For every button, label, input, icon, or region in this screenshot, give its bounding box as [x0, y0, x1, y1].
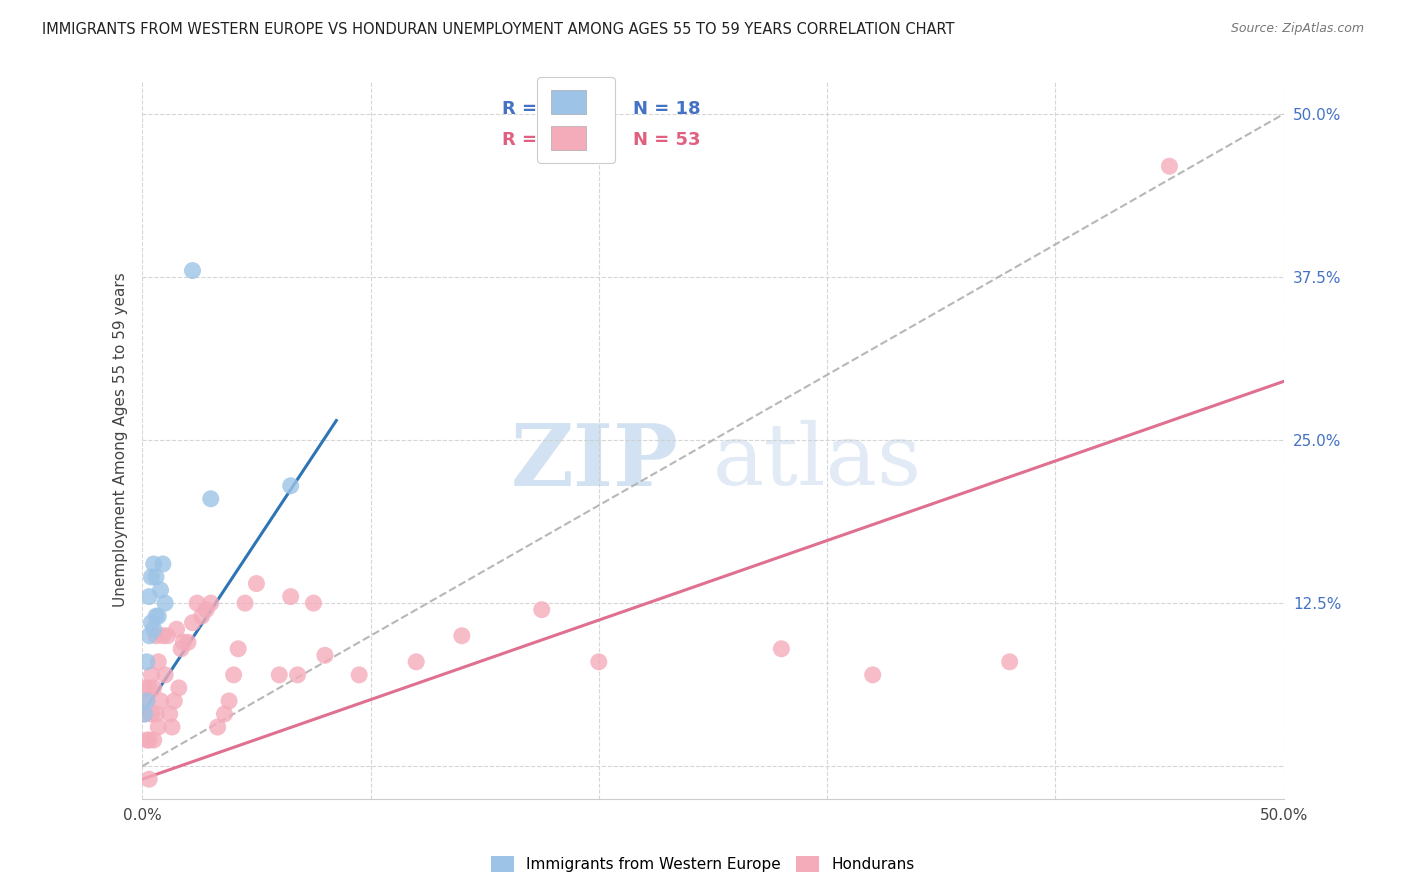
Point — [142, 733, 165, 747]
Point — [280, 479, 302, 493]
Point — [170, 641, 193, 656]
Point — [134, 706, 156, 721]
Point — [152, 629, 174, 643]
Point — [405, 655, 427, 669]
Point — [181, 263, 204, 277]
Point — [138, 590, 160, 604]
Point — [347, 668, 370, 682]
Point — [135, 733, 157, 747]
Point — [588, 655, 610, 669]
Point — [214, 706, 236, 721]
Text: IMMIGRANTS FROM WESTERN EUROPE VS HONDURAN UNEMPLOYMENT AMONG AGES 55 TO 59 YEAR: IMMIGRANTS FROM WESTERN EUROPE VS HONDUR… — [42, 22, 955, 37]
Point — [233, 596, 256, 610]
Point — [138, 772, 160, 787]
Point — [134, 681, 156, 695]
Point — [141, 615, 163, 630]
Point — [172, 635, 194, 649]
Point — [141, 706, 163, 721]
Legend:  ,  : , — [537, 77, 614, 163]
Point — [280, 590, 302, 604]
Point — [167, 681, 190, 695]
Point — [142, 681, 165, 695]
Point — [218, 694, 240, 708]
Point — [145, 629, 167, 643]
Point — [148, 655, 170, 669]
Point — [195, 602, 218, 616]
Point — [222, 668, 245, 682]
Point — [153, 596, 176, 610]
Text: N = 18: N = 18 — [633, 100, 700, 118]
Point — [245, 576, 267, 591]
Point — [141, 668, 163, 682]
Point — [770, 641, 793, 656]
Point — [135, 655, 157, 669]
Point — [149, 583, 172, 598]
Text: R = 0.547: R = 0.547 — [502, 100, 600, 118]
Point — [998, 655, 1021, 669]
Point — [166, 622, 188, 636]
Point — [269, 668, 291, 682]
Point — [186, 596, 208, 610]
Point — [181, 615, 204, 630]
Point — [152, 557, 174, 571]
Point — [207, 720, 229, 734]
Point — [287, 668, 309, 682]
Text: N = 53: N = 53 — [633, 131, 700, 149]
Point — [148, 720, 170, 734]
Point — [200, 491, 222, 506]
Point — [138, 629, 160, 643]
Point — [134, 706, 156, 721]
Point — [142, 557, 165, 571]
Point — [141, 570, 163, 584]
Point — [530, 602, 553, 616]
Point — [200, 596, 222, 610]
Point — [135, 694, 157, 708]
Point — [159, 706, 181, 721]
Point — [190, 609, 212, 624]
Point — [138, 681, 160, 695]
Legend: Immigrants from Western Europe, Hondurans: Immigrants from Western Europe, Honduran… — [484, 848, 922, 880]
Point — [862, 668, 884, 682]
Text: Source: ZipAtlas.com: Source: ZipAtlas.com — [1230, 22, 1364, 36]
Text: ZIP: ZIP — [510, 419, 679, 504]
Point — [226, 641, 249, 656]
Point — [135, 694, 157, 708]
Point — [156, 629, 179, 643]
Point — [302, 596, 325, 610]
Text: atlas: atlas — [713, 420, 922, 503]
Point — [145, 609, 167, 624]
Point — [149, 694, 172, 708]
Point — [148, 609, 170, 624]
Point — [177, 635, 200, 649]
Point — [160, 720, 183, 734]
Point — [145, 570, 167, 584]
Point — [1159, 159, 1181, 173]
Point — [450, 629, 472, 643]
Y-axis label: Unemployment Among Ages 55 to 59 years: Unemployment Among Ages 55 to 59 years — [114, 273, 128, 607]
Point — [163, 694, 186, 708]
Point — [142, 622, 165, 636]
Point — [314, 648, 336, 663]
Text: R = 0.647: R = 0.647 — [502, 131, 600, 149]
Point — [145, 706, 167, 721]
Point — [153, 668, 176, 682]
Point — [138, 733, 160, 747]
